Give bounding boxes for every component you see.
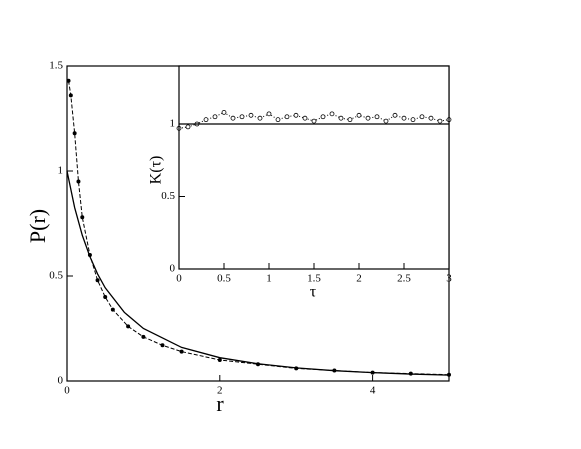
x-tick-label: 1 [266,273,272,285]
data-point [392,112,398,118]
data-point [72,131,77,136]
data-point [160,343,165,348]
y-axis-label: P(r) [25,209,50,243]
data-point [239,114,245,120]
data-point [374,114,380,120]
data-point [179,349,184,354]
data-point [365,115,371,121]
data-point [419,114,425,120]
main-plot: 0 2 4 0 0.5 1 1.5 [49,60,451,397]
y-tick-label: 0.5 [161,190,175,202]
data-point [80,215,85,220]
x-tick-label: 0 [64,385,70,397]
data-point [284,114,290,120]
data-point [347,117,353,123]
inset-x-axis-label: τ [310,284,317,301]
data-point [320,114,326,120]
x-tick-label: 2 [356,273,362,285]
data-point [76,179,81,184]
data-point [217,357,222,362]
series-line [66,170,450,376]
y-tick-label: 1.5 [49,60,63,72]
data-point [401,115,407,121]
x-tick-label: 2 [217,385,223,397]
x-tick-label: 4 [370,385,376,397]
data-point [230,115,236,121]
y-tick-label: 0 [170,263,176,275]
data-point [410,117,416,123]
inset-y-axis-label: K(τ) [148,156,165,185]
data-point [95,278,100,283]
data-point [141,334,146,339]
x-tick-label: 0.5 [217,273,231,285]
x-tick-label: 3 [446,273,452,285]
data-point [302,115,308,121]
y-tick-label: 0.5 [49,270,63,282]
y-tick-label: 0 [58,375,64,387]
data-point [203,117,209,123]
data-point [68,93,73,98]
data-point [293,112,299,118]
x-tick-label: 2.5 [397,273,411,285]
data-point [103,294,108,299]
data-point [329,111,335,117]
data-point [110,307,115,312]
x-tick-label: 0 [176,273,182,285]
data-point [221,110,227,115]
y-tick-label: 1 [58,165,64,177]
data-point [338,115,344,121]
data-point [311,118,317,124]
inset-background [179,66,449,269]
data-point [257,115,263,121]
x-axis-label: r [216,391,224,416]
data-point [428,115,434,121]
data-point [266,111,272,117]
data-point [126,324,131,329]
data-point [383,118,389,124]
data-point [356,112,362,118]
data-point [185,124,191,130]
data-point [275,117,281,123]
y-tick-label: 1 [170,118,176,130]
data-point [437,118,443,124]
x-tick-label: 1.5 [307,273,321,285]
data-point [212,114,218,120]
inset-plot: 0 0.5 1 1.5 2 2.5 3 0 0.5 1 [161,65,452,285]
data-point [248,112,254,118]
